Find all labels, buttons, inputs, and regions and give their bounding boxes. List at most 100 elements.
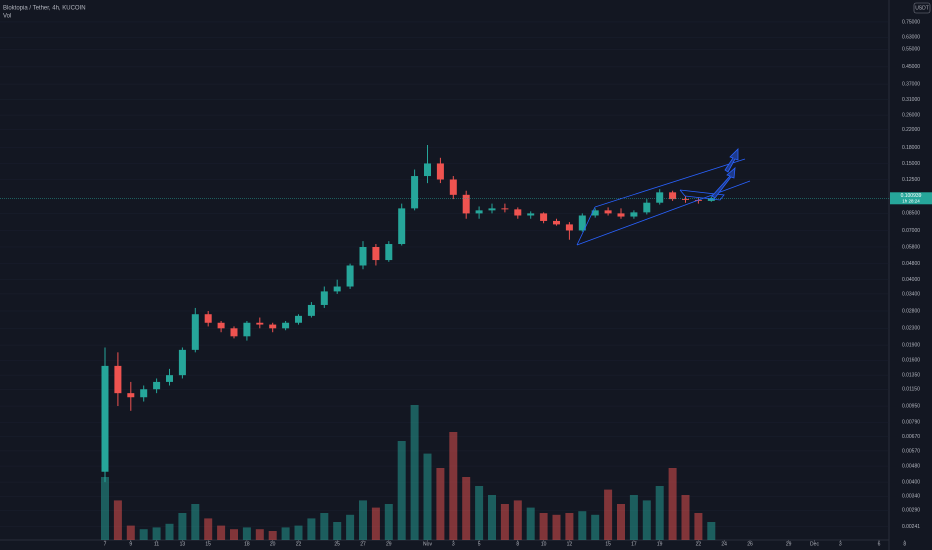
candle-body (191, 314, 199, 350)
candle-body (540, 213, 548, 221)
x-tick-label: 15 (605, 541, 611, 547)
volume-bar (565, 513, 574, 540)
candle-body (707, 198, 715, 201)
candle-body (256, 322, 264, 325)
y-tick-label: 0.12500 (902, 177, 920, 183)
arrow-up (711, 167, 736, 199)
volume-bar (281, 527, 290, 540)
volume-bar (591, 514, 600, 540)
y-tick-label: 0.00950 (902, 403, 920, 409)
x-tick-label: 22 (296, 541, 302, 547)
candle-body (527, 213, 535, 216)
volume-bar (526, 507, 535, 540)
candle-body (630, 212, 638, 217)
y-tick-label: 0.07000 (902, 228, 920, 234)
x-tick-label: Nov (423, 541, 432, 547)
y-tick-label: 0.63000 (902, 35, 920, 41)
candle-body (359, 246, 367, 266)
channel-lower (576, 180, 751, 246)
candle-body (127, 393, 135, 398)
candle-body (449, 179, 457, 195)
candle-body (295, 315, 302, 323)
candle-body (153, 381, 161, 390)
y-tick-label: 0.03400 (902, 291, 920, 297)
x-tick-label: 20 (270, 541, 276, 547)
volume-bar (462, 477, 471, 540)
candle-body (140, 389, 148, 398)
chart-title: Bloktopia / Tether, 4h, KUCOIN (3, 6, 86, 12)
candle-body (488, 208, 496, 211)
y-tick-label: 0.00670 (902, 434, 920, 440)
candle-body (372, 246, 380, 261)
candle-body (436, 163, 444, 180)
y-tick-label: 0.01150 (902, 387, 920, 393)
countdown: 1h 28:24 (902, 198, 920, 203)
volume-bar (410, 405, 419, 540)
channel-drawing (576, 148, 751, 246)
candle-body (424, 163, 431, 177)
candle-body (553, 220, 560, 225)
arrow-up-2 (724, 148, 739, 173)
candle-body (475, 210, 483, 214)
candle-body (114, 365, 122, 394)
volume-bar (681, 495, 690, 540)
volume-bar (242, 527, 251, 540)
volume-bar (397, 441, 406, 540)
x-tick-label: 10 (541, 541, 547, 547)
candle-body (178, 349, 186, 376)
candle-body (243, 322, 251, 337)
volume-bar (346, 514, 355, 540)
channel-upper (594, 158, 746, 208)
y-tick-label: 0.02300 (902, 326, 920, 332)
volume-bar (307, 518, 316, 540)
volume-bar (604, 489, 613, 540)
x-tick-label: 11 (154, 541, 159, 547)
candle-body (501, 208, 509, 210)
last-price-label: 0.100939 (901, 193, 922, 199)
y-tick-label: 0.01900 (902, 342, 920, 348)
x-tick-label: 18 (244, 541, 250, 547)
x-tick-label: 29 (386, 541, 392, 547)
x-tick-label: 8 (516, 541, 519, 547)
volume-bar (371, 507, 380, 540)
volume-bar (423, 453, 432, 540)
candle-body (217, 322, 225, 329)
volume-bar (449, 432, 458, 540)
candle-body (682, 199, 689, 200)
x-tick-label: Dec (810, 541, 819, 547)
volume-bar (152, 527, 161, 540)
candle-body (578, 215, 586, 231)
candle-body (346, 265, 354, 287)
volume-bar (178, 513, 187, 540)
volume-bar (139, 529, 148, 540)
volume-bar (294, 525, 303, 540)
y-tick-label: 0.45000 (902, 64, 920, 70)
y-tick-label: 0.26000 (902, 112, 920, 118)
x-tick-label: 26 (747, 541, 753, 547)
x-tick-label: 9 (129, 541, 132, 547)
volume-bar (707, 522, 716, 540)
x-tick-label: 8 (903, 541, 906, 547)
y-tick-label: 0.15000 (902, 161, 920, 167)
x-tick-label: 6 (878, 541, 881, 547)
y-tick-label: 0.05800 (902, 244, 920, 250)
candle-body (398, 208, 406, 245)
y-tick-label: 0.01600 (902, 358, 920, 364)
candle-body (565, 224, 573, 231)
x-tick-label: 15 (205, 541, 211, 547)
y-tick-label: 0.00790 (902, 420, 920, 426)
x-tick-label: 17 (631, 541, 637, 547)
volume-bar (655, 486, 664, 540)
volume-bar (488, 495, 496, 540)
candle-body (462, 194, 470, 214)
triangle (679, 189, 725, 201)
volume-bar (668, 468, 677, 540)
candle-body (591, 210, 599, 216)
candle-body (385, 244, 393, 261)
volume-bar (694, 513, 703, 540)
volume-bar (204, 518, 213, 540)
candle-body (669, 192, 677, 200)
currency: USDT (915, 5, 929, 11)
y-tick-label: 0.00400 (902, 479, 920, 485)
